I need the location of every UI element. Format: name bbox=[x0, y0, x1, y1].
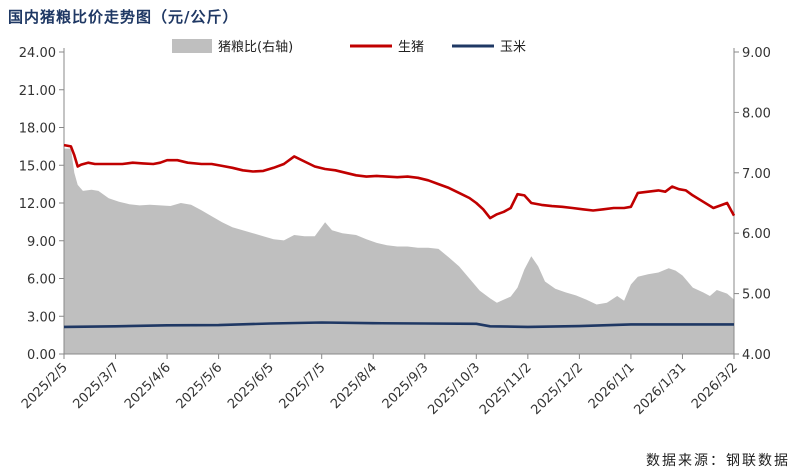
right-tick-label: 7.00 bbox=[742, 167, 771, 182]
left-tick-label: 24.00 bbox=[19, 46, 56, 61]
source-note: 数据来源：钢联数据 bbox=[646, 453, 790, 469]
legend-swatch-ratio bbox=[172, 39, 212, 53]
left-tick-label: 18.00 bbox=[19, 122, 56, 137]
x-tick-label: 2025/8/4 bbox=[328, 360, 380, 412]
x-tick-label: 2026/3/2 bbox=[689, 360, 741, 412]
right-axis-ticks: 4.00 5.00 6.00 7.00 8.00 9.00 bbox=[734, 46, 771, 363]
area-ratio bbox=[64, 148, 734, 354]
left-tick-label: 6.00 bbox=[27, 273, 56, 288]
right-tick-label: 5.00 bbox=[742, 288, 771, 303]
left-tick-label: 15.00 bbox=[19, 159, 56, 174]
right-tick-label: 4.00 bbox=[742, 348, 771, 363]
x-tick-label: 2025/12/2 bbox=[528, 360, 586, 418]
chart-title: 国内猪粮比价走势图（元/公斤） bbox=[8, 8, 239, 26]
left-tick-label: 12.00 bbox=[19, 197, 56, 212]
x-tick-label: 2025/3/7 bbox=[70, 360, 122, 412]
left-tick-label: 21.00 bbox=[19, 84, 56, 99]
legend-label-corn: 玉米 bbox=[500, 40, 526, 55]
series-ratio-area bbox=[64, 148, 734, 354]
line-corn bbox=[63, 321, 734, 329]
x-tick-label: 2025/7/5 bbox=[277, 360, 329, 412]
x-tick-label: 2025/5/6 bbox=[174, 360, 226, 412]
right-tick-label: 8.00 bbox=[742, 106, 771, 121]
series-lines bbox=[63, 143, 736, 329]
right-tick-label: 6.00 bbox=[742, 227, 771, 242]
line-hog bbox=[63, 143, 736, 220]
left-axis-ticks: 0.00 3.00 6.00 9.00 12.00 15.00 18.00 21.00 24.0… bbox=[19, 46, 64, 363]
legend-label-ratio: 猪粮比(右轴) bbox=[218, 40, 293, 55]
x-axis-ticks: 2025/2/5 2025/3/7 2025/4/6 2025/5/6 2025/6/5… bbox=[19, 354, 741, 418]
legend-label-hog: 生猪 bbox=[398, 40, 424, 55]
x-tick-label: 2025/11/2 bbox=[477, 360, 535, 418]
right-tick-label: 9.00 bbox=[742, 46, 771, 61]
left-tick-label: 9.00 bbox=[27, 235, 56, 250]
legend: 猪粮比(右轴) 生猪 玉米 bbox=[172, 39, 526, 55]
x-tick-label: 2025/10/3 bbox=[425, 360, 483, 418]
left-tick-label: 3.00 bbox=[27, 310, 56, 325]
axes bbox=[63, 48, 735, 355]
left-tick-label: 0.00 bbox=[27, 348, 56, 363]
x-tick-label: 2026/1/31 bbox=[632, 360, 690, 418]
x-tick-label: 2026/1/1 bbox=[586, 360, 638, 412]
x-tick-label: 2025/4/6 bbox=[122, 360, 174, 412]
x-tick-label: 2025/9/3 bbox=[380, 360, 432, 412]
x-tick-label: 2025/2/5 bbox=[19, 360, 71, 412]
x-tick-label: 2025/6/5 bbox=[225, 360, 277, 412]
